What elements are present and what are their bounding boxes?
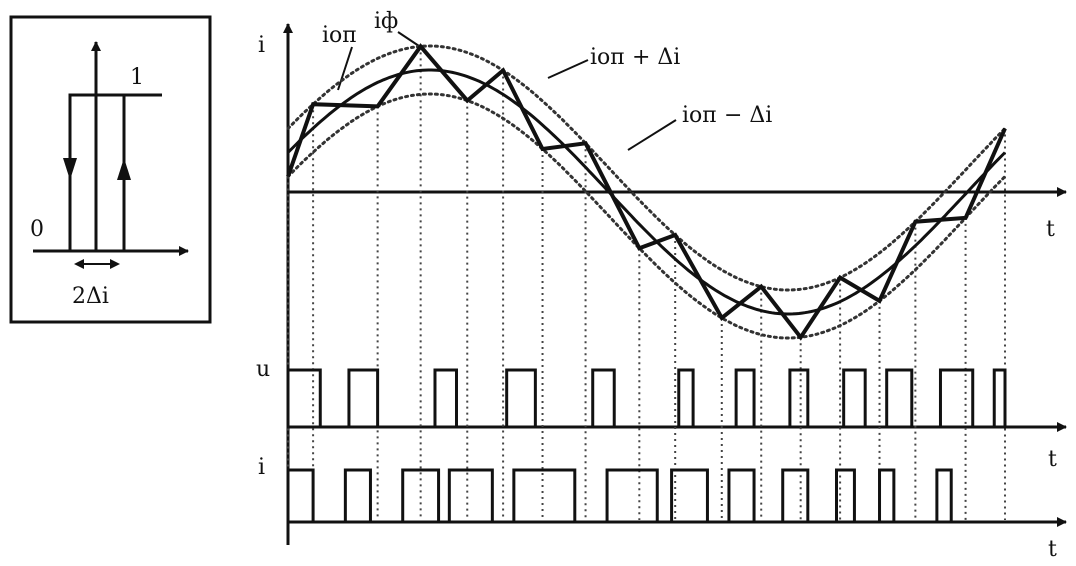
down-arrow-icon bbox=[63, 158, 77, 180]
voltage-pulse bbox=[842, 368, 867, 427]
switch-current-pulse bbox=[781, 468, 810, 522]
voltage-pulse bbox=[677, 368, 695, 427]
voltage-pulse bbox=[347, 368, 380, 427]
current-curves bbox=[286, 43, 1007, 341]
voltage-pulse bbox=[286, 368, 322, 427]
voltage-pulse bbox=[734, 368, 756, 427]
switch-current-pulse bbox=[835, 468, 856, 522]
lower-level-label: 0 bbox=[30, 217, 44, 242]
voltage-pulse bbox=[505, 368, 537, 427]
switch-current-pulse bbox=[343, 468, 372, 522]
current-time-label: t bbox=[1046, 217, 1055, 242]
band-right-arrow-icon bbox=[110, 259, 120, 269]
band-width-label: 2Δi bbox=[72, 284, 109, 309]
voltage-pulses bbox=[286, 368, 1007, 427]
voltage-axis-label: u bbox=[256, 357, 270, 382]
phase-current-label: iф bbox=[374, 9, 398, 34]
hysteresis-inset: 1 0 2Δi bbox=[9, 15, 212, 324]
lower-band-curve bbox=[286, 92, 1007, 340]
band-left-arrow-icon bbox=[74, 259, 84, 269]
switch-current-pulse bbox=[935, 468, 953, 522]
reference-current-label: iоп bbox=[322, 23, 357, 48]
switch-current-axis-label: i bbox=[258, 455, 265, 480]
reference-leader-line bbox=[337, 46, 353, 91]
switch-current-pulse bbox=[878, 468, 896, 522]
switch-current-time-label: t bbox=[1048, 537, 1057, 561]
switch-current-pulse bbox=[512, 468, 577, 522]
current-axis-label: i bbox=[258, 33, 265, 58]
phase-current-curve bbox=[286, 43, 1007, 341]
voltage-pulse bbox=[788, 368, 810, 427]
reference-sine-curve bbox=[286, 68, 1007, 316]
upper-band-label: iоп + Δi bbox=[590, 45, 680, 70]
switch-current-pulses bbox=[286, 468, 953, 522]
switch-current-pulse bbox=[670, 468, 709, 522]
upper-level-label: 1 bbox=[130, 65, 144, 90]
voltage-pulse bbox=[591, 368, 616, 427]
upper-band-curve bbox=[286, 44, 1007, 292]
switching-guide-lines bbox=[287, 46, 1006, 520]
switch-current-pulse bbox=[727, 468, 756, 522]
voltage-pulse bbox=[938, 368, 975, 427]
lower-band-leader-line bbox=[627, 119, 677, 151]
up-arrow-icon bbox=[117, 158, 131, 180]
switch-current-pulse bbox=[605, 468, 659, 522]
switch-current-pulse bbox=[401, 468, 441, 522]
lower-band-label: iоп − Δi bbox=[682, 103, 772, 128]
hysteresis-loop bbox=[68, 93, 162, 251]
upper-band-leader-line bbox=[547, 59, 589, 79]
inset-frame bbox=[9, 15, 212, 324]
switch-current-pulse bbox=[447, 468, 494, 522]
voltage-time-label: t bbox=[1048, 447, 1057, 472]
voltage-pulse bbox=[885, 368, 914, 427]
voltage-pulse bbox=[433, 368, 458, 427]
voltage-pulse bbox=[992, 368, 1007, 427]
switch-current-pulse bbox=[286, 468, 315, 522]
